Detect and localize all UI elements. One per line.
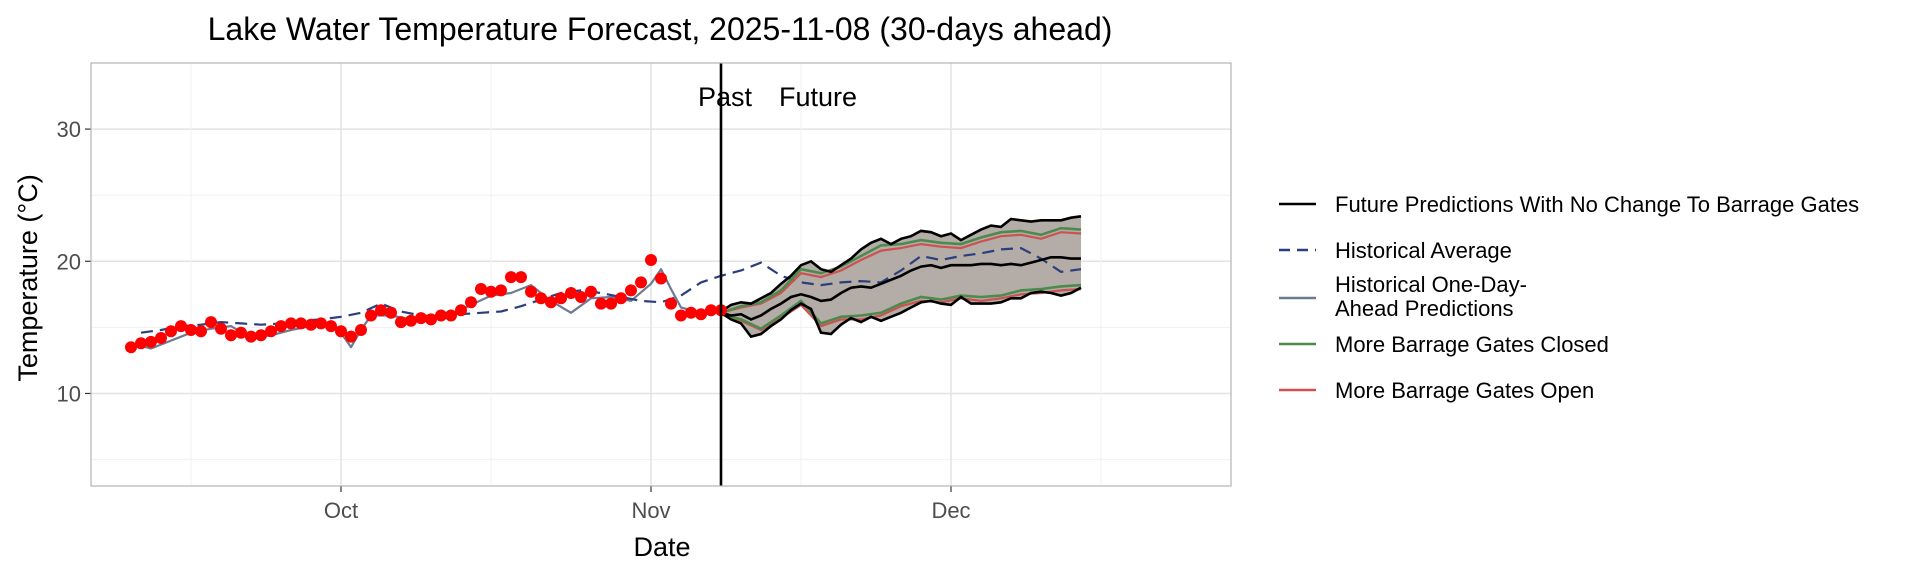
observed-point [345, 330, 357, 343]
legend-label-line: Ahead Predictions [1335, 296, 1514, 321]
observed-point [265, 325, 277, 338]
observed-point [465, 296, 477, 309]
legend-label: Future Predictions With No Change To Bar… [1335, 192, 1859, 217]
observed-point [545, 296, 557, 309]
y-tick-label: 30 [57, 117, 81, 142]
observed-point [505, 271, 517, 284]
observed-point [705, 304, 717, 317]
x-axis-title: Date [633, 532, 690, 562]
y-axis-title: Temperature (°C) [13, 174, 43, 381]
observed-point [675, 309, 687, 322]
grid [91, 63, 1231, 486]
observed-point [195, 325, 207, 338]
observed-point [295, 317, 307, 330]
observed-point [495, 284, 507, 297]
observed-point [315, 317, 327, 330]
future-label: Future [779, 82, 857, 112]
observed-point [645, 254, 657, 266]
observed-point [655, 272, 667, 285]
observed-point [515, 271, 527, 284]
y-tick-label: 10 [57, 381, 81, 406]
observed-point [205, 316, 217, 329]
x-tick-label: Nov [631, 498, 670, 523]
observed-point [585, 285, 597, 298]
observed-point [525, 285, 537, 298]
observed-point [155, 332, 167, 344]
observed-point [605, 297, 617, 310]
future-upper-line [720, 215, 1082, 313]
observed-point [225, 329, 237, 342]
observed-point [355, 324, 367, 336]
observed-point [255, 329, 267, 342]
gates-closed-lower-line [720, 283, 1082, 331]
observed-point [615, 292, 627, 305]
observed-point [325, 320, 337, 333]
observed-point [335, 325, 347, 338]
observed-point [415, 312, 427, 325]
observed-point [385, 306, 397, 319]
observed-point [555, 292, 567, 305]
observed-point [635, 276, 647, 289]
plot-panel [90, 62, 1232, 487]
future-lower-line [720, 286, 1082, 339]
future-median-line [720, 256, 1081, 321]
legend-label: More Barrage Gates Open [1335, 378, 1594, 403]
observed-point [405, 314, 417, 327]
observed-point [215, 322, 227, 335]
gates-closed-upper-line [720, 226, 1082, 315]
observed-point [285, 317, 297, 330]
observed-point [695, 308, 707, 321]
observed-point [425, 313, 437, 326]
gates-open-upper-line [720, 231, 1082, 314]
observed-point [395, 316, 407, 329]
observed-point [455, 304, 467, 317]
observed-point [145, 335, 157, 348]
x-tick-label: Oct [324, 498, 358, 523]
observed-point [665, 297, 677, 310]
y-tick-label: 20 [57, 249, 81, 274]
legend: Future Predictions With No Change To Bar… [1279, 192, 1859, 403]
observed-point [595, 297, 607, 310]
observed-point [305, 318, 317, 331]
observed-point [565, 287, 577, 299]
legend-label: More Barrage Gates Closed [1335, 332, 1609, 357]
observed-point [685, 306, 697, 319]
observed-point [435, 309, 447, 322]
legend-label-line: Historical One-Day- [1335, 272, 1527, 297]
legend-label: Historical Average [1335, 238, 1512, 263]
plot-border [90, 62, 1232, 487]
observed-point [175, 320, 187, 333]
observed-point [165, 325, 177, 338]
observed-point [125, 341, 137, 354]
axis-ticks: 10 20 30 Oct Nov Dec [57, 117, 971, 523]
legend-label: Historical One-Day-Ahead Predictions [1335, 272, 1527, 321]
observed-point [235, 326, 247, 339]
observed-point [245, 330, 257, 343]
observed-points [125, 254, 727, 354]
observed-point [365, 309, 377, 322]
observed-point [135, 337, 147, 350]
observed-point [535, 292, 547, 305]
past-label: Past [698, 82, 753, 112]
x-tick-label: Dec [931, 498, 970, 523]
observed-point [485, 285, 497, 298]
observed-point [185, 324, 197, 336]
chart-title: Lake Water Temperature Forecast, 2025-11… [208, 11, 1113, 47]
observed-point [375, 304, 387, 317]
observed-point [575, 291, 587, 303]
observed-point [475, 283, 487, 295]
observed-point [275, 320, 287, 333]
observed-point [445, 309, 457, 322]
observed-point [625, 284, 637, 297]
